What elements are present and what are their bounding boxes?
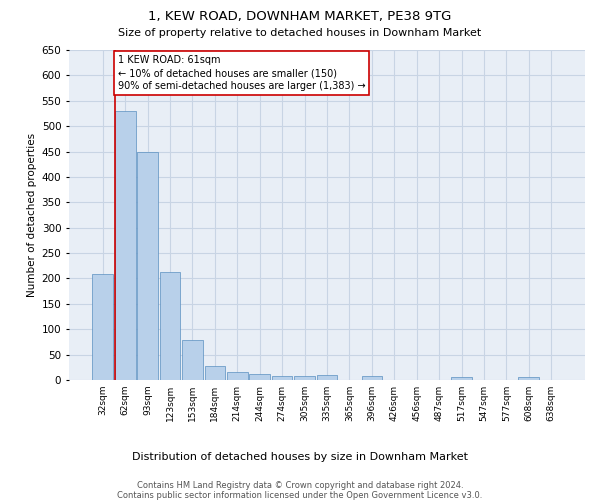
Bar — [205, 366, 225, 380]
Bar — [92, 274, 113, 380]
Bar — [182, 340, 203, 380]
Bar — [250, 374, 270, 380]
Text: 1 KEW ROAD: 61sqm
← 10% of detached houses are smaller (150)
90% of semi-detache: 1 KEW ROAD: 61sqm ← 10% of detached hous… — [118, 55, 365, 92]
Text: Size of property relative to detached houses in Downham Market: Size of property relative to detached ho… — [118, 28, 482, 38]
Text: Contains public sector information licensed under the Open Government Licence v3: Contains public sector information licen… — [118, 491, 482, 500]
Bar — [227, 372, 248, 380]
Bar — [317, 375, 337, 380]
Text: Contains HM Land Registry data © Crown copyright and database right 2024.: Contains HM Land Registry data © Crown c… — [137, 481, 463, 490]
Bar — [115, 111, 136, 380]
Y-axis label: Number of detached properties: Number of detached properties — [28, 133, 37, 297]
Bar — [137, 152, 158, 380]
Bar — [518, 377, 539, 380]
Bar — [362, 376, 382, 380]
Text: Distribution of detached houses by size in Downham Market: Distribution of detached houses by size … — [132, 452, 468, 462]
Bar — [451, 377, 472, 380]
Bar — [272, 376, 292, 380]
Bar — [160, 272, 181, 380]
Text: 1, KEW ROAD, DOWNHAM MARKET, PE38 9TG: 1, KEW ROAD, DOWNHAM MARKET, PE38 9TG — [148, 10, 452, 23]
Bar — [294, 376, 315, 380]
